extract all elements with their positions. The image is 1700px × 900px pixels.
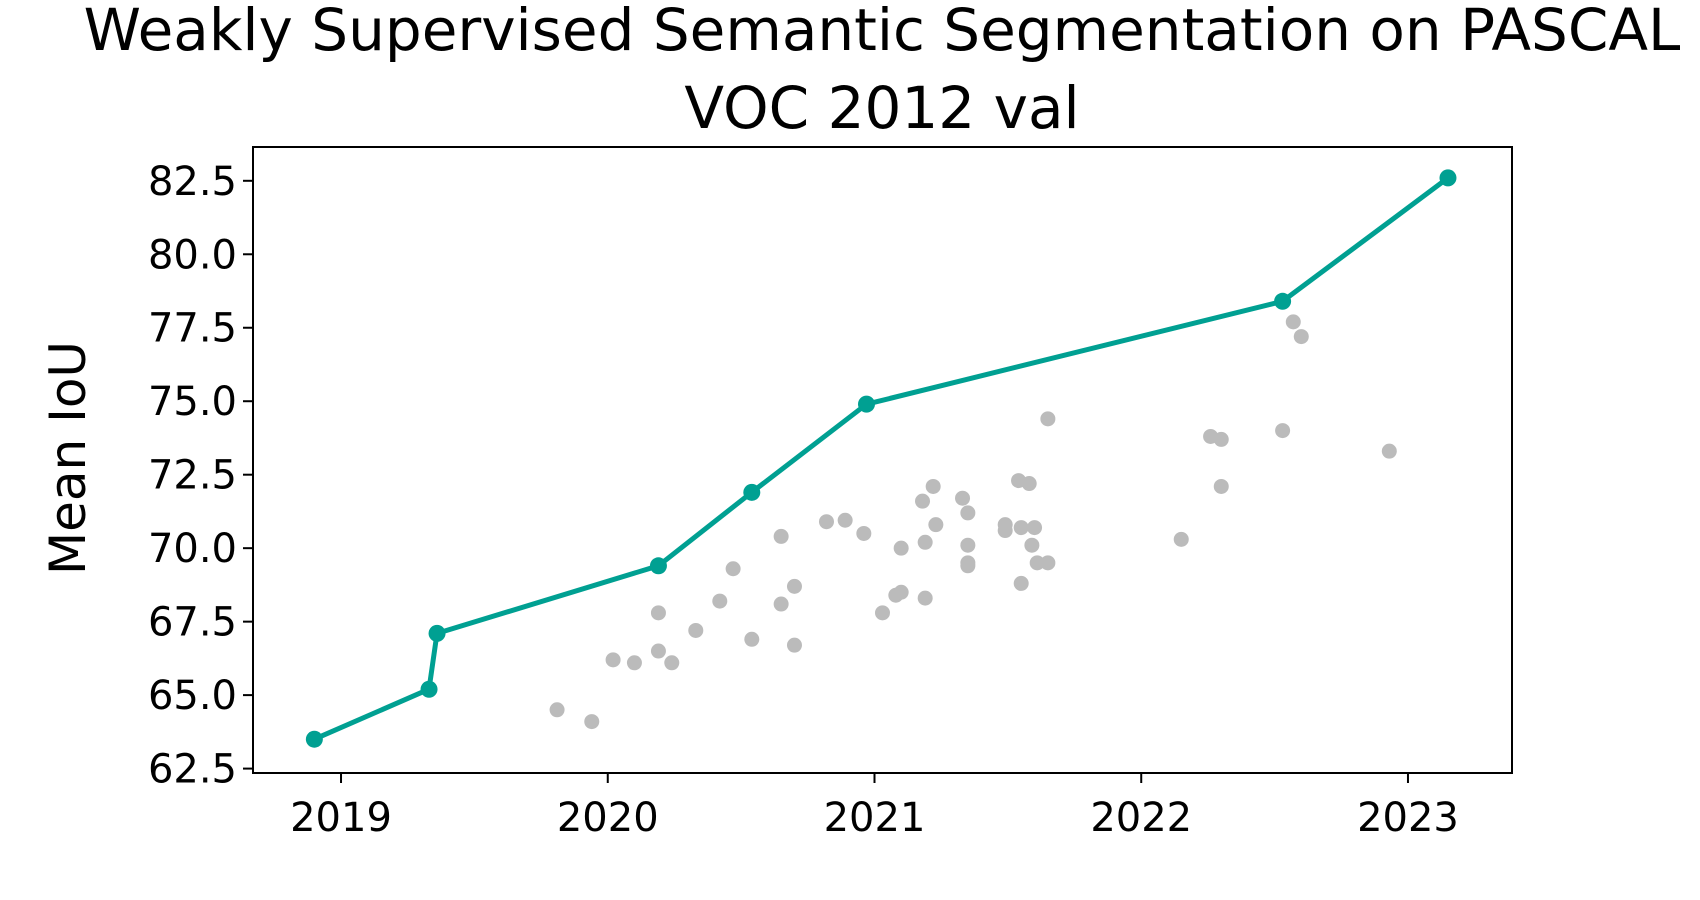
other-result-point <box>1013 575 1029 591</box>
state-of-the-art-point <box>857 395 875 413</box>
other-result-point <box>1381 443 1397 459</box>
other-result-point <box>584 714 600 730</box>
other-result-point <box>549 702 565 718</box>
other-result-point <box>928 517 944 533</box>
other-result-point <box>712 593 728 609</box>
plot-area <box>305 169 1457 748</box>
other-result-point <box>960 558 976 574</box>
y-tick-label: 80.0 <box>148 232 237 278</box>
other-result-point <box>917 534 933 550</box>
x-tick-label: 2021 <box>824 795 926 841</box>
other-result-point <box>1029 555 1045 571</box>
other-result-point <box>1275 423 1291 439</box>
state-of-the-art-point <box>743 483 761 501</box>
y-tick-label: 77.5 <box>148 306 237 352</box>
other-result-point <box>1213 478 1229 494</box>
other-results-series <box>549 314 1397 730</box>
other-result-point <box>1013 520 1029 536</box>
other-result-point <box>1293 329 1309 345</box>
x-tick-label: 2023 <box>1357 795 1459 841</box>
other-result-point <box>893 584 909 600</box>
other-result-point <box>917 590 933 606</box>
chart-title-line: Weakly Supervised Semantic Segmentation … <box>84 0 1681 64</box>
other-result-point <box>960 537 976 553</box>
other-result-point <box>1027 520 1043 536</box>
state-of-the-art-point <box>420 680 438 698</box>
x-tick-label: 2019 <box>290 795 392 841</box>
other-result-point <box>1173 531 1189 547</box>
other-result-point <box>1021 476 1037 492</box>
state-of-the-art-point <box>305 730 323 748</box>
other-result-point <box>688 622 704 638</box>
other-result-point <box>1213 431 1229 447</box>
y-tick-label: 65.0 <box>148 673 237 719</box>
state-of-the-art-series <box>305 169 1457 748</box>
other-result-point <box>1024 537 1040 553</box>
y-axis: 62.5 65.0 67.5 70.0 72.5 75.0 77.5 80.0 82.5 <box>148 159 253 793</box>
other-result-point <box>725 561 741 577</box>
plot-frame <box>252 146 1513 774</box>
other-result-point <box>997 523 1013 539</box>
y-tick-label: 70.0 <box>148 526 237 572</box>
other-result-point <box>773 528 789 544</box>
chart-title-line: VOC 2012 val <box>684 74 1079 142</box>
y-tick-label: 72.5 <box>148 453 237 499</box>
y-tick-label: 67.5 <box>148 600 237 646</box>
x-tick-label: 2022 <box>1090 795 1192 841</box>
y-tick-label: 75.0 <box>148 379 237 425</box>
x-tick-label: 2020 <box>557 795 659 841</box>
other-result-point <box>925 478 941 494</box>
other-result-point <box>955 490 971 506</box>
other-result-point <box>915 493 931 509</box>
other-result-point <box>626 655 642 671</box>
other-result-point <box>786 637 802 653</box>
other-result-point <box>664 655 680 671</box>
state-of-the-art-point <box>1274 292 1292 310</box>
other-result-point <box>893 540 909 556</box>
y-axis-label: Mean IoU <box>39 341 97 575</box>
state-of-the-art-line <box>311 175 1451 742</box>
other-result-point <box>773 596 789 612</box>
y-tick-label: 82.5 <box>148 159 237 205</box>
other-result-point <box>650 643 666 659</box>
x-axis: 2019 2020 2021 2022 2023 <box>290 773 1459 841</box>
y-tick-label: 62.5 <box>148 747 237 793</box>
other-result-point <box>605 652 621 668</box>
other-result-point <box>960 505 976 521</box>
state-of-the-art-point <box>649 557 667 575</box>
other-result-point <box>650 605 666 621</box>
other-result-point <box>744 631 760 647</box>
other-result-point <box>1040 411 1056 427</box>
other-result-point <box>837 512 853 528</box>
other-result-point <box>856 525 872 541</box>
other-result-point <box>786 578 802 594</box>
other-result-point <box>1040 555 1056 571</box>
other-result-point <box>1285 314 1301 330</box>
state-of-the-art-point <box>1439 169 1457 187</box>
other-result-point <box>875 605 890 621</box>
chart-title: Weakly Supervised Semantic Segmentation … <box>84 0 1681 142</box>
other-result-point <box>818 514 834 530</box>
state-of-the-art-point <box>428 624 446 642</box>
